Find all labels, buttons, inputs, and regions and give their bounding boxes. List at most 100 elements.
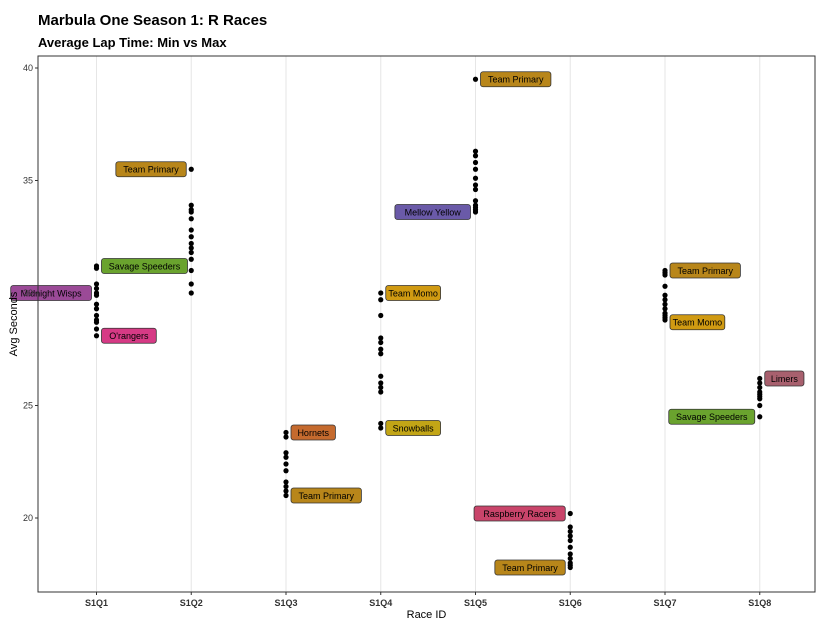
team-label: Hornets — [290, 424, 336, 441]
data-point — [93, 265, 100, 271]
team-label: Team Primary — [494, 559, 566, 576]
data-point — [567, 555, 573, 562]
team-label: Midnight Wisps — [10, 285, 92, 301]
data-point — [472, 175, 479, 181]
x-tick-label: S1Q1 — [85, 598, 108, 608]
x-tick-label: S1Q3 — [274, 598, 297, 608]
data-point — [567, 528, 573, 535]
team-label-box — [669, 314, 726, 331]
team-label: Team Primary — [290, 487, 362, 504]
x-tick-label: S1Q4 — [369, 598, 392, 608]
x-tick-label: S1Q7 — [653, 598, 676, 608]
team-label-text: Hornets — [297, 428, 329, 438]
team-label-text: Team Momo — [388, 288, 438, 298]
team-label: Team Primary — [669, 262, 741, 279]
chart-subtitle: Average Lap Time: Min vs Max — [38, 35, 227, 50]
data-point — [93, 292, 100, 298]
team-label: Mellow Yellow — [394, 204, 471, 220]
data-point — [472, 153, 479, 159]
data-point — [378, 380, 384, 386]
team-label: O'rangers — [101, 327, 157, 344]
chart-title: Marbula One Season 1: R Races — [38, 12, 268, 29]
data-point — [283, 429, 289, 436]
team-label: Limers — [764, 370, 805, 387]
team-label: Savage Speeders — [668, 408, 756, 425]
data-point — [188, 249, 194, 256]
y-axis-title: Avg Seconds — [8, 291, 20, 356]
data-point — [93, 281, 100, 287]
data-point — [188, 216, 194, 222]
team-label-text: Team Primary — [488, 75, 544, 85]
data-point — [567, 537, 573, 544]
data-point — [283, 492, 289, 499]
grid-layer — [96, 56, 761, 592]
team-label-text: Team Primary — [298, 491, 354, 501]
data-point — [378, 290, 384, 296]
data-point — [283, 450, 289, 456]
data-point — [662, 306, 668, 312]
data-point — [93, 301, 100, 307]
data-point — [757, 396, 763, 402]
panel-border — [37, 55, 816, 593]
data-point — [283, 468, 289, 474]
data-point — [567, 510, 573, 517]
team-label-text: Savage Speeders — [109, 261, 181, 271]
data-point — [378, 312, 384, 319]
x-tick-label: S1Q8 — [748, 598, 771, 608]
points-layer — [93, 76, 763, 571]
data-point — [188, 240, 194, 247]
data-point — [472, 76, 479, 82]
data-point — [378, 384, 384, 391]
data-point — [567, 551, 573, 557]
data-point — [378, 339, 384, 346]
x-tick-label: S1Q6 — [559, 598, 582, 608]
data-point — [188, 256, 194, 262]
data-point — [283, 483, 289, 490]
team-label-box — [764, 370, 805, 387]
x-tick-label: S1Q2 — [180, 598, 203, 608]
team-label-box — [668, 408, 756, 425]
team-label-text: Snowballs — [393, 423, 435, 433]
x-tick-label: S1Q5 — [464, 598, 487, 608]
team-label-box — [290, 424, 336, 441]
data-point — [472, 209, 479, 215]
y-tick-label: 40 — [23, 63, 33, 73]
data-point — [188, 234, 194, 240]
data-point — [757, 380, 763, 386]
data-point — [757, 402, 763, 409]
data-point — [378, 373, 384, 379]
y-tick-label: 35 — [23, 176, 33, 186]
labels-layer: Savage Speeders Midnight Wisps O'rangers Te… — [10, 71, 805, 576]
team-label-box — [290, 487, 362, 504]
data-point — [567, 533, 573, 539]
data-point — [283, 479, 289, 485]
data-point — [662, 283, 668, 289]
data-point — [472, 166, 479, 172]
team-label-text: Limers — [771, 374, 799, 384]
team-label-box — [115, 161, 187, 178]
data-point — [283, 454, 289, 460]
data-point — [188, 267, 194, 274]
team-label-text: Mellow Yellow — [405, 207, 462, 217]
data-point — [378, 297, 384, 303]
team-label: Team Momo — [669, 314, 726, 331]
data-point — [378, 389, 384, 395]
axis-layer: S1Q1 S1Q2 S1Q3 S1Q4 S1Q5 S1Q6 S1Q7 S1Q8 20 25 30 35… — [23, 63, 771, 608]
data-point — [188, 281, 194, 287]
data-point — [188, 290, 194, 296]
data-point — [472, 198, 479, 204]
team-label-text: Team Primary — [677, 266, 733, 276]
team-label-box — [101, 258, 188, 274]
team-label: Team Primary — [480, 71, 552, 88]
data-point — [188, 202, 194, 208]
team-label-text: Team Momo — [673, 318, 723, 328]
team-label: Snowballs — [385, 420, 441, 436]
team-label-box — [385, 285, 441, 301]
y-tick-label: 30 — [23, 288, 33, 298]
team-label: Team Primary — [115, 161, 187, 178]
data-point — [472, 182, 479, 188]
team-label-text: Team Primary — [123, 165, 179, 175]
team-label-text: Team Primary — [502, 563, 558, 573]
data-point — [93, 312, 100, 319]
data-point — [757, 414, 763, 420]
